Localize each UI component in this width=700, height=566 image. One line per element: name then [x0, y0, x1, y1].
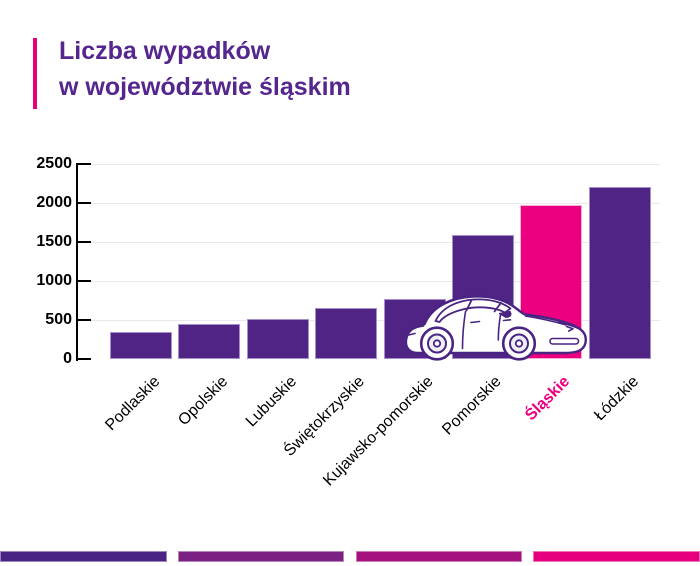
car-door-handle-front: [502, 319, 512, 322]
x-label-pomorskie: Pomorskie: [439, 373, 506, 439]
car-headlight-mark: [565, 325, 574, 332]
y-axis-label: 2000: [36, 194, 72, 211]
footer-segment-2: [177, 551, 345, 562]
y-tick: [77, 319, 91, 321]
y-tick: [77, 163, 91, 165]
x-label-opolskie: Opolskie: [175, 373, 232, 430]
car-trunk-line: [410, 325, 425, 331]
gridline: [78, 242, 660, 243]
car-b-pillar: [465, 299, 473, 312]
x-label-lodzkie: Łódzkie: [590, 373, 642, 425]
page-title: Liczba wypadków w województwie śląskim: [59, 33, 351, 105]
x-label-podlaskie: Podlaskie: [101, 373, 164, 435]
bar-swietokrzyskie: [315, 308, 378, 359]
bar-lubuskie: [246, 319, 309, 359]
car-front-door-line: [497, 313, 502, 341]
car-front-wheel: [501, 326, 537, 361]
y-tick: [77, 241, 91, 243]
car-taillight: [407, 332, 416, 336]
car-illustration: [402, 291, 590, 363]
car-headlight: [558, 321, 580, 330]
y-tick: [77, 358, 91, 360]
car-door-handle-rear: [470, 320, 481, 324]
y-axis-line: [76, 163, 78, 361]
car-rear-wheel: [419, 326, 455, 361]
car-door-line: [461, 310, 467, 350]
car-mirror: [498, 310, 512, 318]
bar-opolskie: [178, 323, 241, 359]
y-tick: [77, 280, 91, 282]
footer-segment-1: [0, 551, 167, 562]
y-axis-label: 2500: [36, 155, 72, 172]
car-icon: [404, 295, 587, 361]
y-axis-label: 0: [63, 350, 72, 367]
page-title-line-1: Liczba wypadków: [59, 37, 271, 65]
gridline: [78, 203, 660, 204]
bar-podlaskie: [110, 332, 172, 359]
bar-lodzkie: [588, 186, 651, 359]
footer-segment-3: [355, 551, 523, 562]
car-windshield-pillar: [493, 301, 502, 313]
gridline: [78, 281, 660, 282]
car-grille: [549, 337, 580, 345]
title-accent-bar: [33, 38, 37, 109]
page-title-line-2: w województwie śląskim: [59, 73, 351, 101]
footer-segment-4: [533, 551, 700, 562]
y-axis-label: 500: [45, 311, 72, 328]
x-label-lubuskie: Lubuskie: [242, 373, 300, 431]
y-tick: [77, 202, 91, 204]
x-label-slaskie: Śląskie: [522, 373, 574, 425]
gridline: [78, 164, 660, 165]
y-axis-label: 1000: [36, 272, 72, 289]
y-axis-label: 1500: [36, 233, 72, 250]
